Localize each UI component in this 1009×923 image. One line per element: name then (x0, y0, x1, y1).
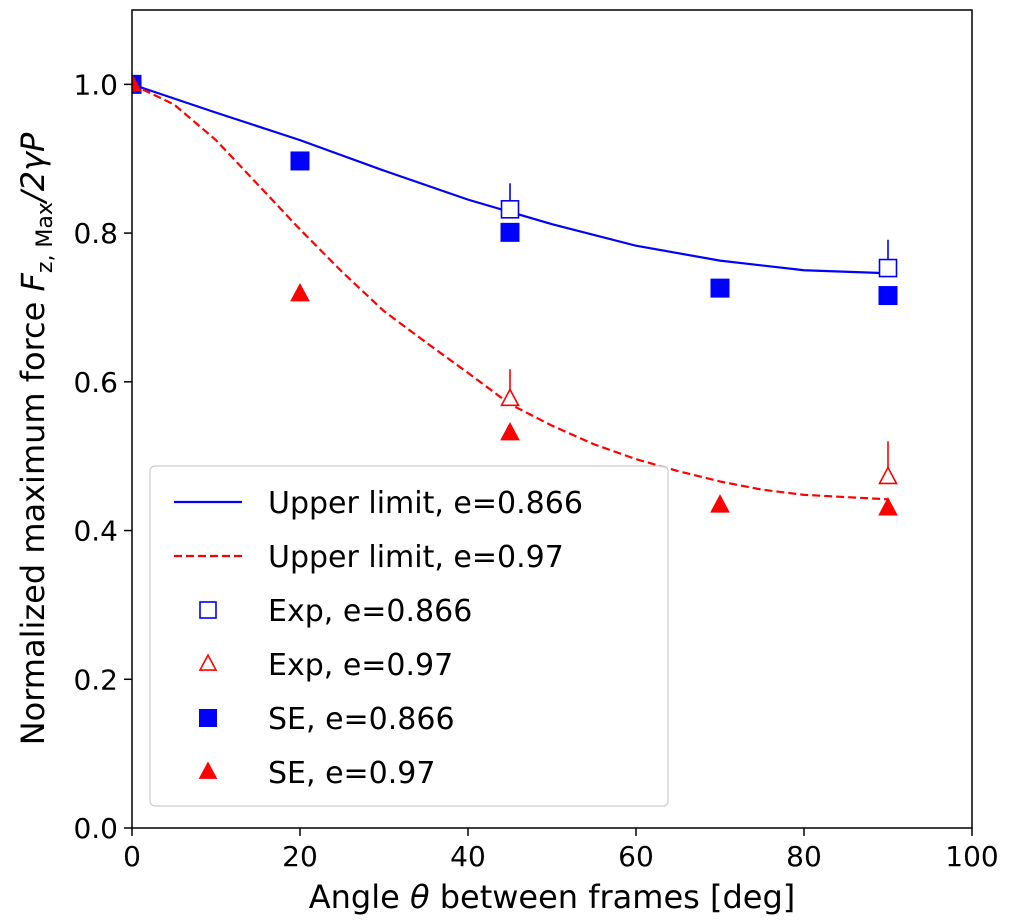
y-tick-label: 0.4 (73, 515, 118, 548)
y-tick-label: 1.0 (73, 68, 118, 101)
legend-box (149, 465, 669, 807)
data-point (290, 282, 310, 302)
legend-swatch (198, 761, 218, 779)
y-tick-label: 0.6 (73, 366, 118, 399)
y-tick-label: 0.8 (73, 217, 118, 250)
legend-label: Exp, e=0.866 (268, 594, 472, 629)
legend-label: Upper limit, e=0.97 (268, 540, 564, 575)
data-point (500, 199, 520, 219)
legend-swatch (199, 709, 217, 727)
x-tick-label: 20 (282, 840, 318, 873)
x-tick-label: 40 (450, 840, 486, 873)
x-axis-label: Angle θ between frames [deg] (309, 878, 796, 916)
y-tick-label: 0.0 (73, 812, 118, 845)
data-point (290, 151, 310, 171)
data-point (500, 387, 520, 407)
legend-label: SE, e=0.866 (268, 702, 455, 737)
series-line-upper-limit-e-0-866 (132, 83, 889, 275)
legend-item: Exp, e=0.866 (199, 594, 472, 629)
plot-frame (131, 9, 973, 829)
data-point (710, 278, 730, 298)
y-axis-label: Normalized maximum force Fz, Max/2γP (14, 132, 58, 745)
legend-item: SE, e=0.97 (198, 756, 435, 791)
legend-item: Upper limit, e=0.866 (174, 486, 583, 521)
series-exp-e-0-866 (500, 183, 898, 278)
legend-label: SE, e=0.97 (268, 756, 435, 791)
series-se-e-0-97 (132, 73, 898, 516)
data-point (878, 258, 898, 278)
data-point (710, 494, 730, 513)
x-tick-label: 100 (945, 840, 998, 873)
legend-label: Upper limit, e=0.866 (268, 486, 583, 521)
data-point (500, 222, 520, 242)
data-point (878, 465, 898, 485)
data-point (500, 422, 520, 441)
series-upper-limit-e-0-866 (132, 83, 889, 275)
series-exp-e-0-97 (500, 369, 898, 485)
data-point (878, 497, 898, 516)
legend-item: Exp, e=0.97 (198, 648, 453, 683)
x-tick-label: 60 (618, 840, 654, 873)
legend-item: SE, e=0.866 (199, 702, 455, 737)
x-axis: 0 20 40 60 80 100 (123, 828, 999, 873)
legend: Upper limit, e=0.866 Upper limit, e=0.97 E… (149, 465, 669, 807)
data-point (878, 286, 898, 306)
legend-item: Upper limit, e=0.97 (174, 540, 564, 575)
x-tick-label: 80 (786, 840, 822, 873)
y-axis: 0.0 0.2 0.4 0.6 0.8 1.0 (73, 68, 132, 845)
data-point (132, 73, 142, 92)
x-tick-label: 0 (123, 840, 141, 873)
y-tick-label: 0.2 (73, 663, 118, 696)
legend-label: Exp, e=0.97 (268, 648, 453, 683)
plot-content (132, 73, 898, 516)
legend-swatch (198, 653, 218, 671)
legend-swatch (199, 601, 217, 619)
